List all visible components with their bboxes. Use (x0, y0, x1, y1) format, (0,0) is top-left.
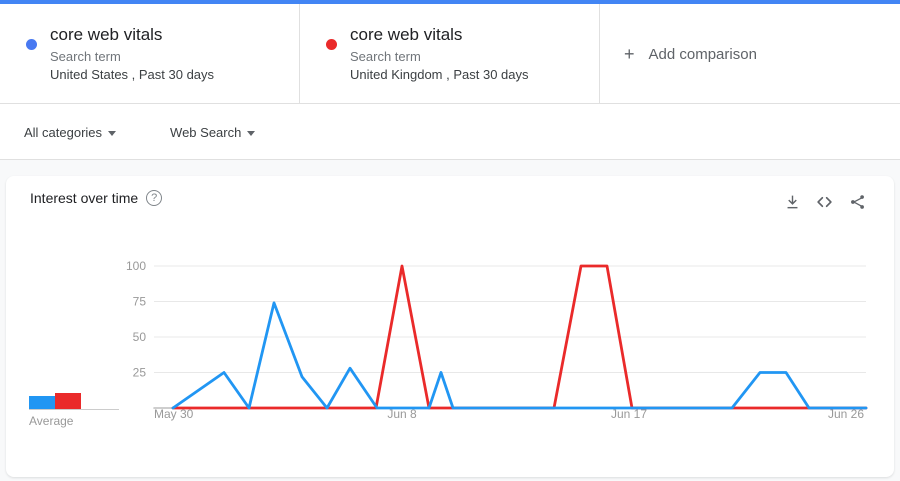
svg-text:100: 100 (126, 259, 146, 273)
svg-text:75: 75 (133, 295, 147, 309)
svg-text:50: 50 (133, 330, 147, 344)
svg-text:25: 25 (133, 366, 147, 380)
